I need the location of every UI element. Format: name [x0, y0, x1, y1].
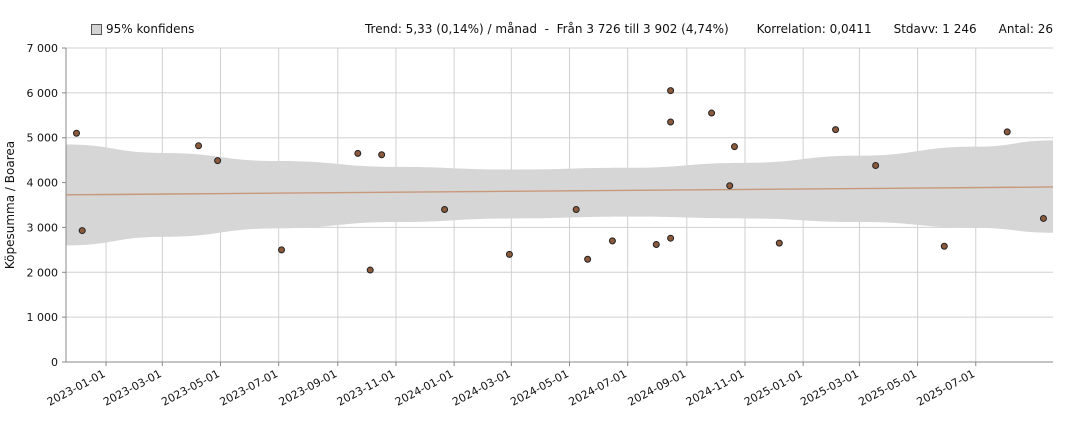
x-tick-label: 2023-11-01	[335, 367, 398, 408]
data-point	[1039, 214, 1047, 222]
data-point	[366, 266, 374, 274]
y-tick-label: 3 000	[27, 221, 59, 234]
x-tick-label: 2024-05-01	[508, 367, 571, 408]
data-point	[1003, 128, 1011, 136]
x-tick-label: 2023-07-01	[218, 367, 281, 408]
data-point	[278, 246, 286, 254]
data-point	[667, 87, 675, 95]
legend-swatch	[91, 23, 102, 35]
x-tick-label: 2024-03-01	[450, 367, 513, 408]
legend: 95% konfidens	[91, 22, 194, 36]
y-tick-label: 1 000	[27, 311, 59, 324]
trend-text: Trend: 5,33 (0,14%) / månad - Från 3 726…	[364, 22, 729, 36]
data-point	[872, 162, 880, 170]
data-point	[72, 129, 80, 137]
legend-label: 95% konfidens	[106, 22, 195, 36]
data-point	[775, 239, 783, 247]
y-tick-label: 0	[51, 356, 58, 369]
data-point	[832, 126, 840, 134]
y-tick-label: 6 000	[27, 87, 59, 100]
y-tick-label: 4 000	[27, 177, 59, 190]
data-point	[354, 149, 362, 157]
y-tick-label: 5 000	[27, 132, 59, 145]
data-point	[708, 109, 716, 117]
antal-text: Antal: 26	[998, 22, 1053, 36]
x-tick-label: 2024-09-01	[626, 367, 689, 408]
data-point	[214, 157, 222, 165]
data-point	[608, 237, 616, 245]
x-tick-label: 2025-07-01	[915, 367, 978, 408]
y-tick-labels: 0 1 000 2 000 3 000 4 000 5 000 6 000 7 000	[27, 42, 59, 369]
y-tick-label: 7 000	[27, 42, 59, 55]
stats-bar: Trend: 5,33 (0,14%) / månad - Från 3 726…	[365, 22, 1053, 36]
data-point	[726, 182, 734, 190]
confidence-band	[66, 140, 1053, 246]
data-point	[78, 227, 86, 235]
x-tick-label: 2025-03-01	[798, 367, 861, 408]
stdavv-text: Stdavv: 1 246	[893, 22, 977, 36]
data-point	[572, 205, 580, 213]
data-point	[730, 143, 738, 151]
x-tick-label: 2023-03-01	[101, 367, 164, 408]
x-tick-labels: 2023-01-012023-03-012023-05-012023-07-01…	[45, 367, 977, 408]
data-point	[505, 250, 513, 258]
data-point	[195, 142, 203, 150]
data-point	[441, 205, 449, 213]
x-tick-label: 2025-01-01	[742, 367, 805, 408]
correlation-text: Korrelation: 0,0411	[756, 22, 872, 36]
x-tick-label: 2023-01-01	[45, 367, 108, 408]
x-tick-label: 2023-09-01	[277, 367, 340, 408]
data-point	[667, 234, 675, 242]
trend-line-group	[65, 186, 1054, 196]
x-tick-label: 2024-07-01	[567, 367, 630, 408]
y-tick-label: 2 000	[27, 266, 59, 279]
x-tick-label: 2024-01-01	[393, 367, 456, 408]
data-points	[72, 87, 1047, 274]
confidence-band-group	[66, 140, 1053, 246]
data-point	[940, 242, 948, 250]
data-point	[378, 151, 386, 159]
trend-line	[65, 186, 1054, 196]
data-point	[652, 240, 660, 248]
data-point	[584, 255, 592, 263]
data-point	[667, 118, 675, 126]
y-axis-label: Köpesumma / Boarea	[3, 141, 17, 269]
x-tick-label: 2024-11-01	[684, 367, 747, 408]
axes	[62, 47, 1053, 366]
x-tick-label: 2025-05-01	[856, 367, 919, 408]
x-tick-label: 2023-05-01	[159, 367, 222, 408]
